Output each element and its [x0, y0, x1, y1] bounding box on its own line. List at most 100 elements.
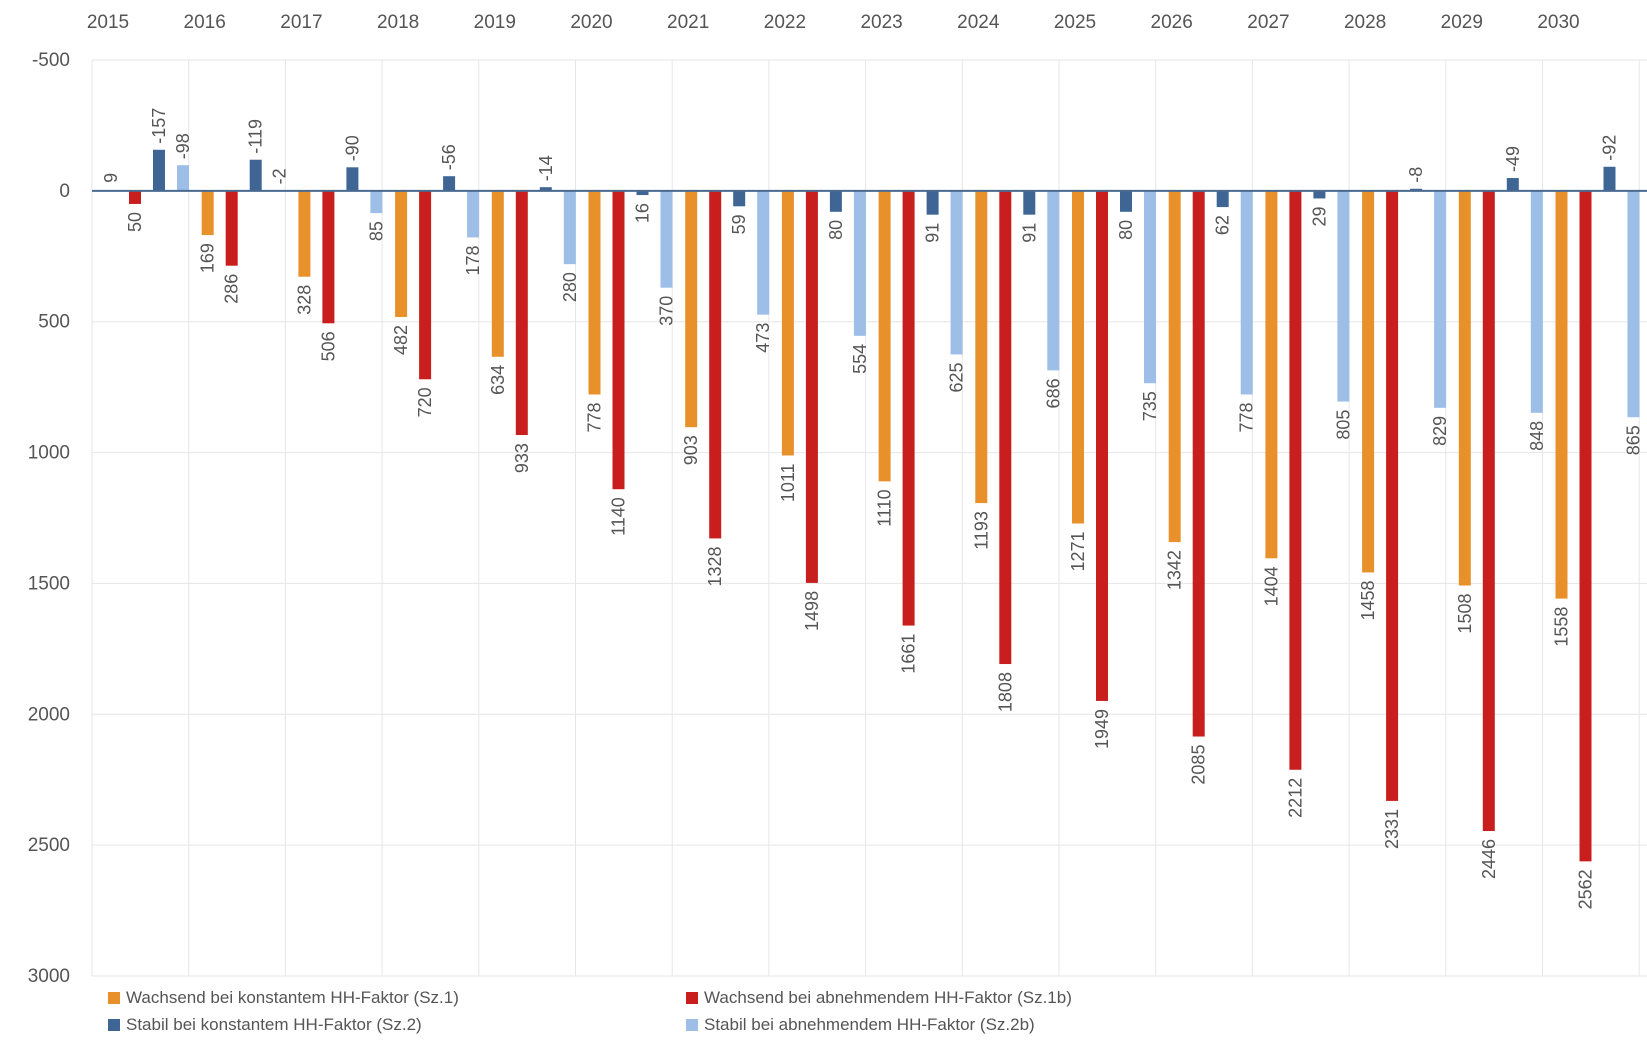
legend-label-sz1: Wachsend bei konstantem HH-Faktor (Sz.1) [126, 988, 459, 1007]
value-label: 178 [463, 245, 483, 275]
bar-1-2024 [999, 190, 1012, 665]
bar-0-2019 [491, 190, 504, 357]
y-tick-label: -500 [32, 50, 70, 71]
value-label: 686 [1043, 378, 1063, 408]
legend-label-sz1b: Wachsend bei abnehmendem HH-Faktor (Sz.1… [704, 988, 1072, 1007]
bar-1-2022 [805, 190, 818, 583]
value-label: 1661 [899, 634, 919, 674]
bar-0-2021 [685, 190, 698, 428]
bar-0-2017 [298, 190, 311, 277]
legend-item-sz2: Stabil bei konstantem HH-Faktor (Sz.2) [108, 1015, 422, 1035]
x-tick-label: 2023 [860, 12, 902, 33]
bar-2-2020 [636, 190, 649, 196]
bar-2-2024 [1023, 190, 1036, 215]
legend-item-sz1b: Wachsend bei abnehmendem HH-Faktor (Sz.1… [686, 988, 1072, 1008]
x-tick-label: 2026 [1151, 12, 1193, 33]
bar-3-2028 [1434, 190, 1447, 408]
value-label: 80 [826, 220, 846, 240]
y-tick-label: 2500 [28, 835, 70, 856]
y-tick-label: 1000 [28, 443, 70, 464]
x-tick-label: 2020 [570, 12, 612, 33]
value-label: -98 [173, 133, 193, 159]
value-label: 91 [923, 223, 943, 243]
legend-label-sz2b: Stabil bei abnehmendem HH-Faktor (Sz.2b) [704, 1015, 1035, 1034]
value-label: 778 [1237, 402, 1257, 432]
bar-2-2028 [1410, 188, 1423, 191]
bar-0-2029 [1458, 190, 1471, 586]
value-label: 1508 [1455, 594, 1475, 634]
bar-0-2027 [1265, 190, 1278, 559]
bar-0-2030 [1555, 190, 1568, 599]
bar-2-2019 [539, 187, 552, 191]
value-label: 865 [1624, 425, 1644, 455]
bar-3-2015 [177, 165, 189, 191]
y-tick-label: 500 [38, 312, 70, 333]
value-label-extra: 9 [101, 173, 121, 183]
bar-3-2018 [467, 190, 480, 238]
legend-swatch-sz1 [108, 992, 120, 1004]
x-tick-label: 2028 [1344, 12, 1386, 33]
value-label: -14 [536, 155, 556, 181]
y-tick-label: 0 [59, 181, 70, 202]
bar-0-2026 [1168, 190, 1181, 543]
value-label: 59 [729, 214, 749, 234]
y-tick-label: 3000 [28, 966, 70, 987]
value-label: 634 [488, 365, 508, 395]
x-tick-label: 2029 [1441, 12, 1483, 33]
bar-1-2021 [709, 190, 722, 539]
bar-3-2020 [660, 190, 673, 288]
bar-1-2026 [1192, 190, 1205, 737]
bar-2-2030 [1603, 166, 1616, 191]
bar-3-2030 [1627, 190, 1640, 418]
y-tick-labels: -500 0 500 1000 1500 2000 2500 3000 [28, 50, 70, 987]
value-label: 29 [1309, 206, 1329, 226]
legend-swatch-sz1b [686, 992, 698, 1004]
value-label: 1140 [609, 497, 629, 536]
bar-0-2022 [781, 190, 794, 456]
bar-2-2021 [733, 190, 746, 207]
bar-2-2022 [829, 190, 842, 212]
value-label: 903 [681, 435, 701, 465]
bar-1-2023 [902, 190, 915, 626]
bar-3-2022 [853, 190, 866, 336]
value-label: 280 [560, 272, 580, 302]
value-label: 2446 [1479, 839, 1499, 879]
value-label: 1458 [1358, 580, 1378, 620]
value-label: 625 [947, 362, 967, 392]
value-label: 2085 [1189, 745, 1209, 785]
value-label: 848 [1527, 421, 1547, 451]
legend-item-sz2b: Stabil bei abnehmendem HH-Faktor (Sz.2b) [686, 1015, 1035, 1035]
x-tick-label: 2025 [1054, 12, 1096, 33]
bar-2-2016 [249, 159, 262, 191]
bar-1-2020 [612, 190, 625, 490]
x-tick-label: 2024 [957, 12, 1000, 33]
bar-1-2030 [1579, 190, 1592, 862]
value-label: 554 [850, 344, 870, 374]
bar-1-2016 [225, 190, 238, 266]
bar-1-2018 [419, 190, 432, 380]
bar-2-2029 [1506, 178, 1519, 191]
bar-3-2023 [950, 190, 963, 355]
bar-3-2025 [1144, 190, 1156, 384]
value-label: -157 [149, 108, 169, 144]
bar-1-2017 [322, 190, 335, 324]
bar-3-2027 [1337, 190, 1350, 402]
x-tick-label: 2021 [667, 12, 709, 33]
value-label: -49 [1503, 146, 1523, 172]
bar-1-2028 [1386, 190, 1399, 801]
value-label: 506 [318, 331, 338, 361]
value-label: 1558 [1552, 607, 1572, 647]
value-label: 16 [633, 203, 653, 223]
value-label: 805 [1333, 410, 1353, 440]
bar-2-2027 [1313, 190, 1326, 199]
value-label: -2 [270, 168, 290, 184]
bar-0-2028 [1362, 190, 1375, 573]
bar-1-2025 [1096, 190, 1108, 701]
bar-3-2017 [370, 190, 383, 214]
bar-3-2024 [1047, 190, 1060, 371]
bar-2-2017 [346, 167, 359, 191]
bar-1-2027 [1289, 190, 1302, 770]
bar-0-2018 [395, 190, 408, 318]
